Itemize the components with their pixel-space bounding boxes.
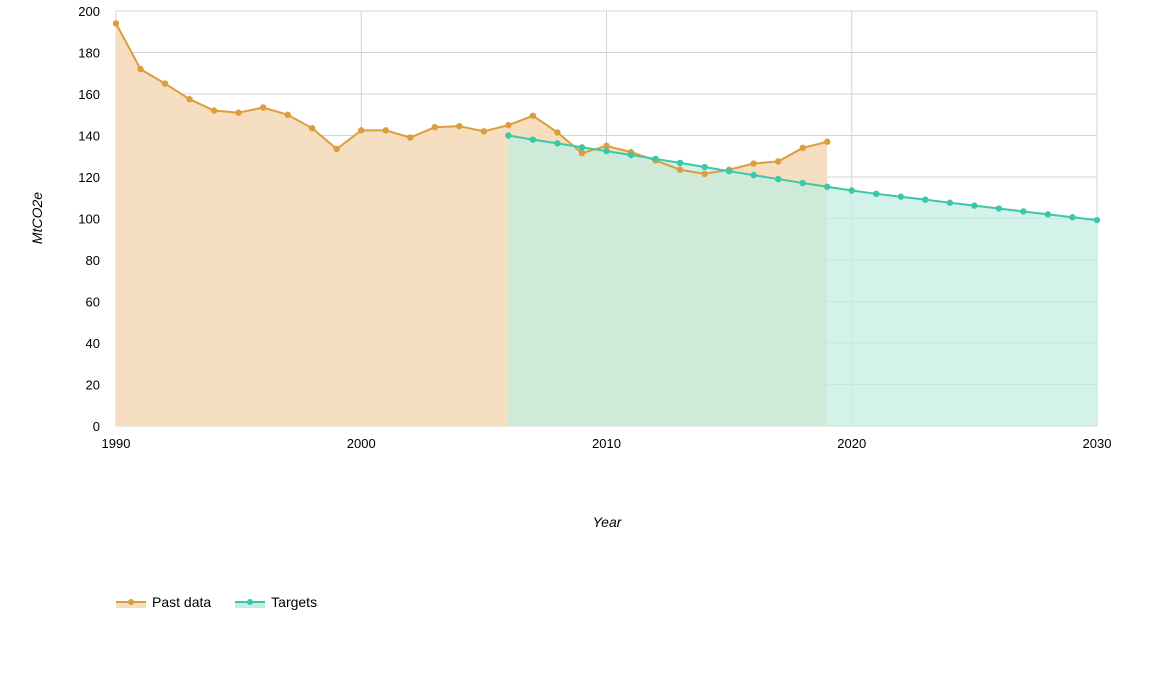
point-past-data[interactable] (259, 104, 267, 111)
x-tick-label: 2010 (592, 436, 621, 451)
point-past-data[interactable] (161, 80, 169, 87)
point-targets[interactable] (971, 202, 978, 209)
point-past-data[interactable] (235, 109, 242, 116)
point-past-data[interactable] (309, 125, 316, 132)
point-past-data[interactable] (750, 160, 757, 167)
legend-item-past-data[interactable]: Past data (116, 594, 211, 610)
series-points (112, 20, 1101, 224)
point-past-data[interactable] (774, 158, 782, 165)
point-past-data[interactable] (701, 170, 708, 178)
legend-label-targets: Targets (271, 594, 318, 610)
point-targets[interactable] (1093, 216, 1101, 224)
point-targets[interactable] (603, 147, 610, 155)
point-past-data[interactable] (382, 127, 389, 134)
point-targets[interactable] (922, 196, 929, 203)
point-targets[interactable] (652, 155, 659, 163)
point-past-data[interactable] (210, 107, 218, 114)
x-tick-label: 2030 (1083, 436, 1112, 451)
point-past-data[interactable] (284, 111, 291, 118)
point-targets[interactable] (505, 132, 512, 139)
series-areas (116, 23, 1097, 426)
point-targets[interactable] (1069, 214, 1076, 221)
point-targets[interactable] (897, 193, 904, 200)
area-targets (508, 135, 1097, 426)
point-past-data[interactable] (529, 112, 537, 119)
y-tick-label: 100 (78, 212, 100, 227)
x-tick-label: 1990 (102, 436, 131, 451)
point-past-data[interactable] (824, 138, 831, 145)
point-targets[interactable] (1020, 208, 1027, 215)
point-past-data[interactable] (186, 95, 193, 103)
point-past-data[interactable] (333, 145, 340, 153)
point-targets[interactable] (873, 190, 880, 198)
tick-labels: 0 20 40 60 80 100 120 140 160 180 200 1990 2000 2010 2… (78, 4, 1111, 451)
point-past-data[interactable] (456, 122, 463, 130)
point-targets[interactable] (701, 163, 708, 171)
point-past-data[interactable] (137, 65, 144, 73)
x-tick-label: 2000 (347, 436, 376, 451)
point-targets[interactable] (848, 187, 855, 194)
point-targets[interactable] (676, 159, 684, 167)
point-targets[interactable] (799, 179, 806, 187)
point-past-data[interactable] (358, 127, 365, 134)
point-targets[interactable] (578, 144, 586, 151)
point-targets[interactable] (1044, 211, 1052, 218)
x-axis-title: Year (593, 514, 623, 530)
legend-swatch-targets (235, 599, 266, 608)
point-past-data[interactable] (431, 124, 439, 131)
y-tick-label: 80 (86, 253, 100, 268)
y-tick-label: 140 (78, 129, 100, 144)
point-past-data[interactable] (799, 144, 806, 152)
x-tick-label: 2020 (837, 436, 866, 451)
point-past-data[interactable] (676, 166, 684, 173)
point-targets[interactable] (627, 151, 635, 159)
y-tick-label: 60 (86, 295, 100, 310)
point-targets[interactable] (995, 205, 1003, 212)
legend-swatch-past-data (116, 599, 146, 608)
y-tick-label: 180 (78, 46, 100, 61)
line-past-data (115, 22, 828, 175)
point-targets[interactable] (725, 167, 733, 175)
y-axis-title: MtCO2e (29, 192, 45, 244)
point-targets[interactable] (824, 183, 831, 190)
point-targets[interactable] (529, 136, 537, 143)
legend: Past data Targets (116, 594, 317, 610)
legend-item-targets[interactable]: Targets (235, 594, 317, 610)
y-tick-label: 120 (78, 170, 100, 185)
point-past-data[interactable] (578, 149, 586, 157)
point-past-data[interactable] (603, 142, 610, 150)
y-tick-label: 40 (86, 336, 100, 351)
point-targets[interactable] (554, 140, 561, 147)
point-targets[interactable] (750, 171, 757, 179)
point-targets[interactable] (946, 199, 954, 206)
legend-label-past-data: Past data (152, 594, 212, 610)
point-past-data[interactable] (480, 128, 488, 135)
point-past-data[interactable] (505, 121, 512, 129)
point-past-data[interactable] (554, 129, 561, 136)
y-tick-label: 200 (78, 4, 100, 19)
y-tick-label: 20 (86, 378, 100, 393)
y-tick-label: 160 (78, 87, 100, 102)
point-targets[interactable] (774, 175, 782, 183)
point-past-data[interactable] (112, 20, 120, 27)
y-tick-label: 0 (93, 419, 100, 434)
point-past-data[interactable] (407, 134, 414, 141)
